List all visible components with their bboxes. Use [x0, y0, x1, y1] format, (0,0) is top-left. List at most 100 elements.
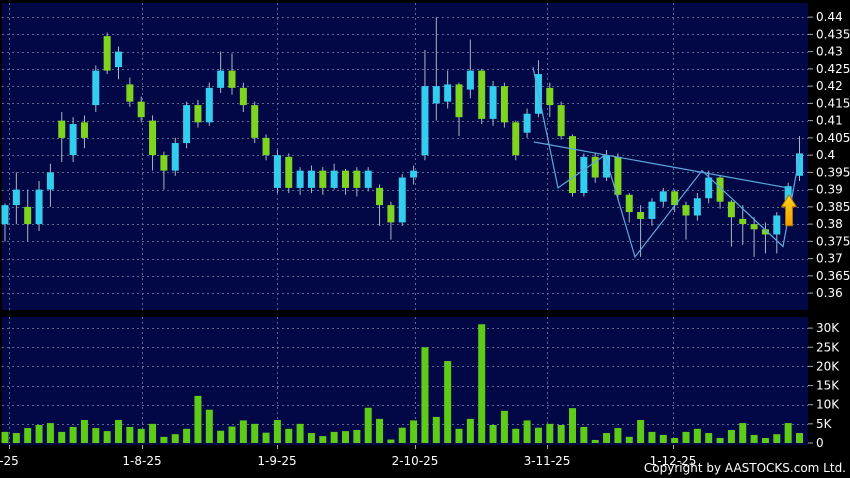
candle-body-up — [432, 86, 440, 104]
buy-signal-arrow-up-icon — [780, 193, 798, 227]
volume-bar — [716, 438, 724, 443]
candle-body-down — [625, 194, 633, 213]
volume-bar — [239, 420, 247, 443]
time-tick-label: 1-9-25 — [257, 454, 296, 468]
price-tick-label: 0.38 — [816, 217, 843, 231]
candle-body-down — [750, 224, 758, 230]
candle-body-up — [35, 189, 43, 225]
candle-body-down — [512, 122, 520, 156]
candle-body-down — [160, 155, 168, 171]
candle-body-down — [761, 229, 769, 235]
price-tick-label: 0.415 — [816, 96, 850, 110]
zigzag-pattern-line — [532, 67, 801, 259]
candle-body-up — [273, 155, 281, 188]
volume-bar — [194, 395, 202, 443]
volume-bar — [12, 433, 20, 443]
candle-body-down — [194, 105, 202, 123]
candle-body-up — [1, 205, 9, 225]
time-tick-label: 3-11-25 — [524, 454, 571, 468]
volume-bar — [784, 423, 792, 443]
volume-bar — [46, 423, 54, 443]
volume-bar — [421, 347, 429, 443]
price-tick-label: 0.42 — [816, 79, 843, 93]
candle-body-up — [444, 84, 452, 102]
volume-bar — [637, 420, 645, 443]
volume-bar — [137, 428, 145, 443]
volume-bar — [296, 423, 304, 443]
volume-bar — [693, 428, 701, 443]
candle-body-down — [671, 191, 679, 206]
time-axis: -25 1-8-25 1-9-25 2-10-25 3-11-25 1-12-25 — [0, 445, 696, 468]
volume-bar — [750, 434, 758, 443]
volume-tick-label: 10K — [816, 398, 840, 412]
volume-bar — [307, 433, 315, 443]
candle-body-down — [342, 170, 349, 188]
candle-body-down — [103, 36, 111, 71]
candle-body-up — [307, 170, 315, 188]
time-tick-label: 1-8-25 — [122, 454, 161, 468]
volume-bar — [648, 431, 656, 443]
candle-body-up — [796, 153, 803, 176]
candle-body-up — [205, 87, 213, 123]
volume-bar — [35, 425, 43, 443]
volume-tick-label: 30K — [816, 321, 840, 335]
candle-body-down — [614, 156, 622, 195]
resistance-trendline — [533, 141, 791, 189]
price-tick-label: 0.375 — [816, 234, 850, 248]
candle-body-down — [376, 187, 384, 206]
volume-bar — [273, 420, 281, 443]
volume-bar — [444, 361, 452, 443]
candle-body-up — [489, 86, 497, 119]
volume-bar — [126, 426, 134, 443]
volume-bar — [523, 420, 531, 443]
volume-tick-label: 5K — [816, 417, 833, 431]
volume-tick-label: 0 — [816, 436, 824, 450]
time-tick-label: -25 — [0, 454, 19, 468]
candle-body-up — [217, 70, 225, 88]
volume-bar — [183, 428, 191, 443]
volume-bar — [285, 428, 293, 443]
volume-bar — [796, 433, 803, 443]
volume-bar — [614, 428, 622, 443]
candle-body-up — [773, 215, 781, 235]
volume-series — [1, 324, 803, 443]
price-tick-label: 0.44 — [816, 10, 843, 24]
volume-bar — [80, 420, 88, 443]
candle-body-up — [603, 155, 611, 178]
volume-bar — [171, 434, 179, 443]
candle-body-down — [228, 70, 236, 88]
volume-bar — [364, 407, 372, 443]
price-tick-label: 0.4 — [816, 148, 835, 162]
volume-bar — [410, 420, 418, 443]
volume-bar — [466, 418, 474, 443]
price-tick-label: 0.405 — [816, 131, 850, 145]
volume-bar — [160, 436, 168, 443]
price-tick-label: 0.36 — [816, 286, 843, 300]
volume-bar — [398, 427, 406, 443]
volume-bar — [58, 431, 66, 443]
candle-body-up — [364, 170, 372, 188]
candle-body-up — [421, 86, 429, 156]
candle-body-down — [239, 87, 247, 106]
candle-body-up — [705, 177, 713, 199]
volume-bar — [217, 430, 225, 443]
volume-bar — [228, 426, 236, 443]
copyright-text: Copyright by AASTOCKS.com Ltd. — [643, 461, 846, 475]
price-tick-label: 0.425 — [816, 62, 850, 76]
price-tick-label: 0.435 — [816, 27, 850, 41]
volume-tick-label: 25K — [816, 340, 840, 354]
volume-bar — [591, 439, 599, 443]
volume-bar — [353, 429, 361, 443]
candle-body-down — [739, 218, 747, 225]
candle-body-down — [149, 120, 157, 156]
candle-body-down — [262, 137, 270, 156]
volume-axis: 30K 25K 20K 15K 10K 5K 0 — [808, 321, 840, 450]
candle-body-down — [285, 156, 293, 188]
trendline-overlays — [532, 67, 801, 259]
candle-body-up — [398, 177, 406, 223]
candle-body-down — [546, 87, 554, 106]
volume-bar — [546, 423, 554, 443]
candle-body-down — [353, 170, 361, 188]
volume-bar — [205, 409, 213, 443]
